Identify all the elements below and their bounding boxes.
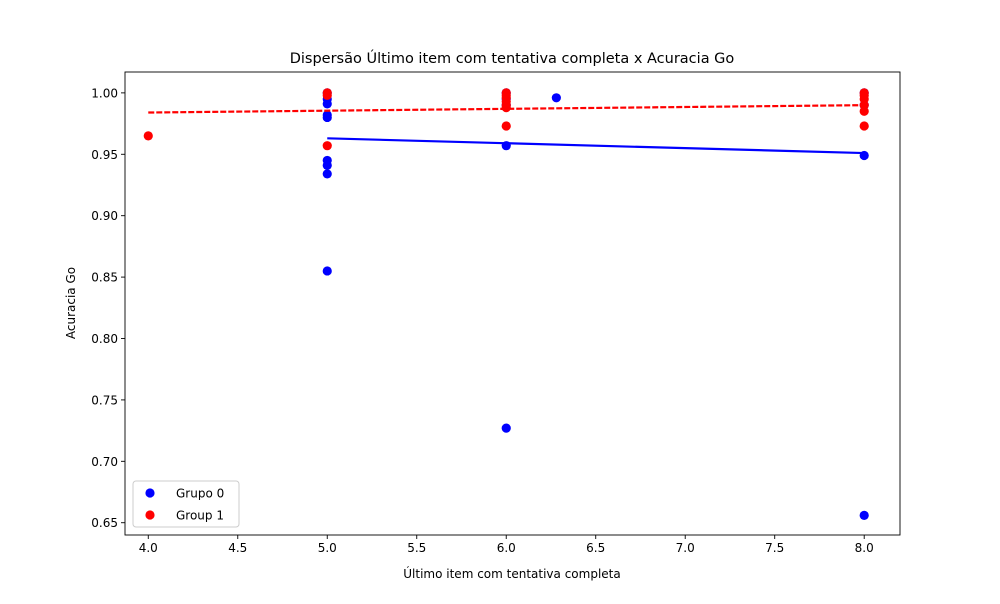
data-point-series-0 <box>859 150 869 161</box>
legend-label-series-0: Grupo 0 <box>176 487 224 501</box>
legend-marker-series-0 <box>145 488 155 498</box>
data-point-series-1 <box>501 103 511 113</box>
data-point-series-1 <box>859 106 869 116</box>
x-tick-label: 5.5 <box>407 541 426 555</box>
y-tick-label: 0.85 <box>91 271 118 285</box>
legend-label-series-1: Group 1 <box>176 509 224 523</box>
x-axis-label: Último item com tentativa completa <box>403 566 620 581</box>
x-tick-label: 5.0 <box>318 541 337 555</box>
data-point-series-0 <box>551 93 561 103</box>
data-point-series-0 <box>322 99 332 109</box>
x-tick-label: 7.0 <box>676 541 695 555</box>
y-tick-label: 0.80 <box>91 332 118 346</box>
y-axis-label: Acuracia Go <box>64 267 78 339</box>
y-tick-label: 0.75 <box>91 393 118 407</box>
x-tick-label: 8.0 <box>855 541 874 555</box>
data-point-series-0 <box>322 266 332 276</box>
chart-title: Dispersão Último item com tentativa comp… <box>290 49 735 67</box>
legend-box <box>132 480 240 528</box>
data-point-series-1 <box>143 131 153 141</box>
y-tick-label: 0.70 <box>91 455 118 469</box>
data-point-series-0 <box>322 160 332 170</box>
data-point-series-0 <box>859 510 869 520</box>
data-point-series-1 <box>501 121 511 131</box>
x-tick-label: 7.5 <box>765 541 784 555</box>
data-point-series-1 <box>322 90 332 100</box>
trend-line-series-0 <box>327 137 865 155</box>
y-tick-label: 0.65 <box>91 516 118 530</box>
x-tick-label: 6.0 <box>497 541 516 555</box>
y-tick-label: 1.00 <box>91 86 118 100</box>
data-point-series-0 <box>322 112 332 123</box>
data-point-series-0 <box>501 423 511 433</box>
data-point-series-0 <box>322 169 332 179</box>
legend-marker-series-1 <box>145 510 155 520</box>
x-tick-label: 4.0 <box>139 541 158 555</box>
axes-frame <box>124 71 901 536</box>
x-tick-label: 6.5 <box>586 541 605 555</box>
plot-area: 4.0 4.5 5.0 5.5 6.0 6.5 7.0 7.5 8.0 0.65 0.70 0.75 0… <box>91 71 901 555</box>
data-point-series-1 <box>859 121 869 131</box>
data-point-series-1 <box>322 141 332 151</box>
x-tick-label: 4.5 <box>228 541 247 555</box>
data-point-series-0 <box>501 141 511 151</box>
y-tick-label: 0.95 <box>91 148 118 162</box>
y-tick-label: 0.90 <box>91 209 118 223</box>
